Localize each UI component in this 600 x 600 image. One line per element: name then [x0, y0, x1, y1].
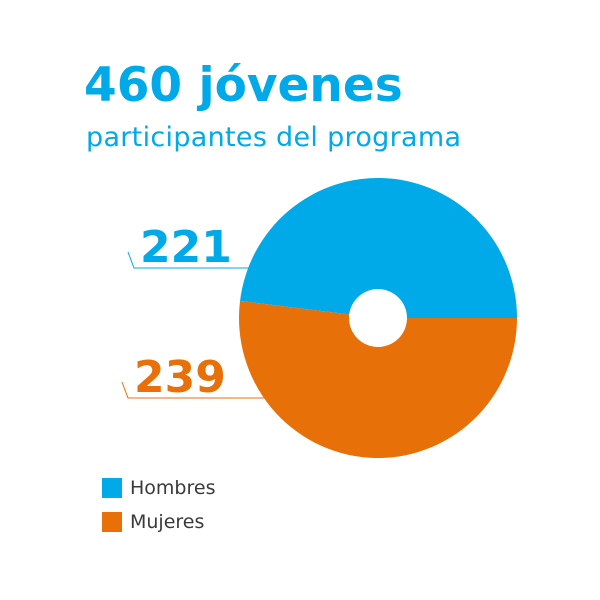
- leader-line-hombres: [127, 251, 252, 269]
- legend-swatch-mujeres: [102, 512, 122, 532]
- legend-item-mujeres: Mujeres: [102, 510, 215, 534]
- chart-title: 460 jóvenes: [84, 58, 403, 113]
- chart-callouts: 221 239: [121, 222, 266, 403]
- donut-hole: [349, 289, 407, 347]
- data-label-mujeres: 239: [134, 352, 226, 403]
- legend-item-hombres: Hombres: [102, 476, 215, 500]
- leader-line-mujeres: [121, 381, 266, 399]
- legend-swatch-hombres: [102, 478, 122, 498]
- chart-slices: [239, 178, 518, 459]
- data-label-hombres: 221: [140, 222, 232, 273]
- chart-legend: Hombres Mujeres: [102, 476, 215, 544]
- pie-slice-hombres: [240, 178, 517, 318]
- legend-label-hombres: Hombres: [130, 476, 216, 499]
- legend-label-mujeres: Mujeres: [130, 510, 205, 533]
- chart-subtitle: participantes del programa: [86, 122, 462, 153]
- pie-slice-mujeres: [239, 300, 518, 459]
